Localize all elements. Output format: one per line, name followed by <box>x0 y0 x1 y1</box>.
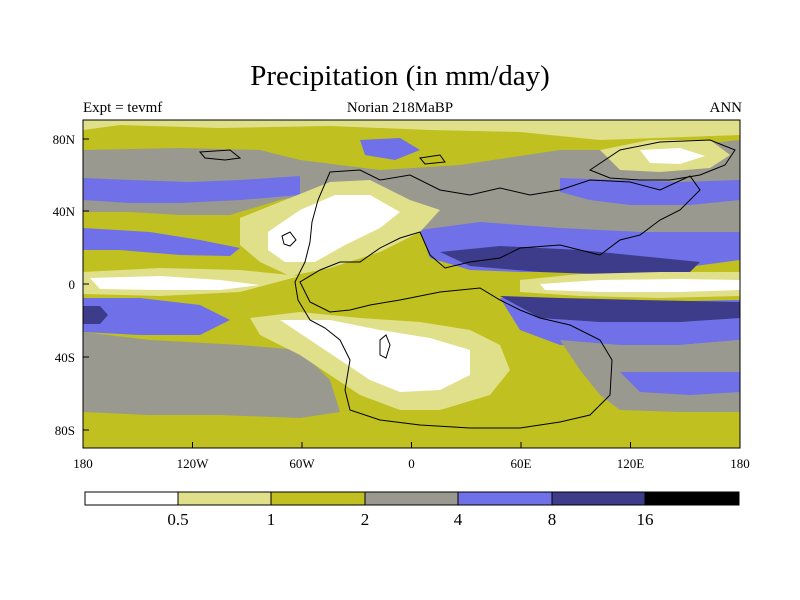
north-midlat-gray <box>83 140 740 245</box>
swest-blue <box>83 298 230 335</box>
y-tick-label-0: 0 <box>69 277 76 292</box>
stropics-darkblue <box>500 296 740 322</box>
x-tick-label-0: 0 <box>408 456 415 471</box>
colorbar-label-4: 4 <box>454 510 463 529</box>
colorbar-label-1: 1 <box>267 510 276 529</box>
x-tick-label-120e: 120E <box>617 456 645 471</box>
colorbar-label-8: 8 <box>548 510 557 529</box>
north-midlat-blue <box>83 228 240 256</box>
colorbar-box-1-2 <box>270 491 366 506</box>
colorbar-box-0-5-1 <box>177 491 272 506</box>
colorbar: 0.5 1 2 4 8 16 <box>84 491 740 529</box>
x-tick-label-180w: 180 <box>73 456 93 471</box>
south-blue-east <box>620 372 740 395</box>
map-plot-area <box>83 120 740 448</box>
season-label: ANN <box>709 100 743 116</box>
x-tick-label-120w: 120W <box>177 456 210 471</box>
colorbar-box-4-8 <box>457 491 553 506</box>
south-midlat-gray <box>83 332 340 418</box>
equatorial-white-east <box>540 279 740 292</box>
arctic-coastline <box>198 149 242 161</box>
pangaea-coastline <box>294 169 701 429</box>
y-tick-label-40n: 40N <box>53 204 76 219</box>
colorbar-label-0-5: 0.5 <box>167 510 188 529</box>
equatorial-white-west <box>90 276 260 290</box>
x-tick-label-180e: 180 <box>730 456 750 471</box>
island-coastline-2 <box>281 231 297 247</box>
arctic-coastline-2 <box>419 154 446 165</box>
colorbar-box-8-16 <box>551 491 646 506</box>
x-tick-label-60w: 60W <box>289 456 315 471</box>
y-tick-label-80n: 80N <box>53 132 76 147</box>
plot-title: Precipitation (in mm/day) <box>250 60 550 92</box>
axis-ticks <box>82 138 741 448</box>
colorbar-box-2-4 <box>364 491 459 506</box>
ntropics-darkblue <box>440 246 700 275</box>
ne-continent-white <box>640 148 705 164</box>
swest-darkblue <box>83 306 108 324</box>
north-dry-band <box>83 120 740 140</box>
y-tick-label-80s: 80S <box>55 423 75 438</box>
colorbar-label-16: 16 <box>637 510 654 529</box>
colorbar-box-gt-16 <box>644 491 740 506</box>
experiment-label: Expt = tevmf <box>83 100 163 116</box>
colorbar-label-2: 2 <box>361 510 370 529</box>
north-stormtrack-blue <box>83 176 300 203</box>
north-blue-patch <box>360 138 420 160</box>
ne-continent-coastline <box>588 139 736 181</box>
period-label: Norian 218MaBP <box>346 100 454 116</box>
x-tick-label-60e: 60E <box>511 456 532 471</box>
colorbar-box-lt-0-5 <box>84 491 179 506</box>
pangaea-south-dry-core <box>280 320 470 392</box>
island-coastline <box>379 334 391 359</box>
pangaea-north-dry-core <box>268 195 400 262</box>
north-blue-east <box>560 178 740 205</box>
y-tick-label-40s: 40S <box>55 350 75 365</box>
